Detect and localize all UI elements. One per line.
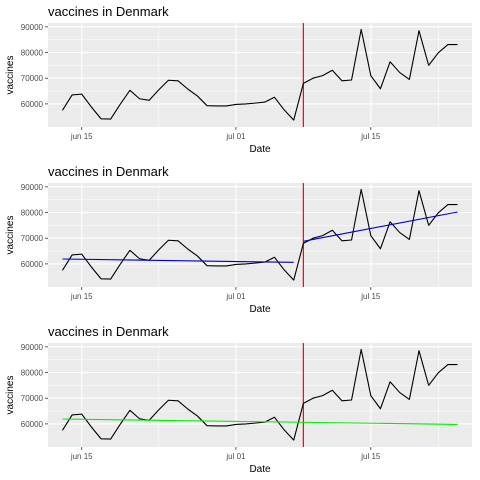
y-tick-label: 70000 (21, 234, 44, 243)
series-line-vaccines (61, 28, 458, 121)
y-axis-title: vaccines (5, 376, 16, 415)
x-tick-label: jun 15 (70, 292, 93, 301)
y-tick-label: 60000 (21, 260, 44, 269)
trend-line-2 (303, 211, 458, 242)
x-tick-label: jul 01 (225, 292, 246, 301)
x-axis-title: Date (249, 464, 271, 475)
y-tick-label: 90000 (21, 183, 44, 192)
x-axis-title: Date (249, 144, 271, 155)
y-tick-label: 90000 (21, 23, 44, 32)
y-tick-label: 80000 (21, 49, 44, 58)
x-tick-label: jul 01 (225, 452, 246, 461)
y-axis-title: vaccines (5, 56, 16, 95)
chart-panel-2: vaccines in Denmark 60000 70000 80000 90000 j… (5, 164, 472, 315)
y-tick-label: 60000 (21, 420, 44, 429)
x-tick-label: jul 15 (360, 292, 381, 301)
x-tick-label: jul 01 (225, 132, 246, 141)
x-tick-label: jul 15 (360, 132, 381, 141)
plot-background (48, 23, 472, 127)
x-tick-label: jul 15 (360, 452, 381, 461)
y-tick-label: 70000 (21, 394, 44, 403)
chart-title: vaccines in Denmark (48, 4, 169, 19)
y-tick-label: 80000 (21, 369, 44, 378)
plot-background (48, 343, 472, 447)
x-axis-title: Date (249, 304, 271, 315)
series-line-vaccines (61, 188, 458, 281)
y-axis-title: vaccines (5, 216, 16, 255)
chart-panel-3: vaccines in Denmark 60000 70000 80000 90000 j… (5, 324, 472, 475)
y-tick-label: 60000 (21, 100, 44, 109)
trend-line-1 (62, 258, 294, 263)
plot-background (48, 183, 472, 287)
series-line-vaccines (61, 348, 458, 441)
chart-panel-1: vaccines in Denmark 60000 70000 80000 90000 j… (5, 4, 472, 155)
trend-line-1 (62, 418, 458, 425)
y-tick-label: 70000 (21, 74, 44, 83)
chart-title: vaccines in Denmark (48, 164, 169, 179)
y-tick-label: 90000 (21, 343, 44, 352)
y-tick-label: 80000 (21, 209, 44, 218)
chart-title: vaccines in Denmark (48, 324, 169, 339)
x-tick-label: jun 15 (70, 452, 93, 461)
x-tick-label: jun 15 (70, 132, 93, 141)
